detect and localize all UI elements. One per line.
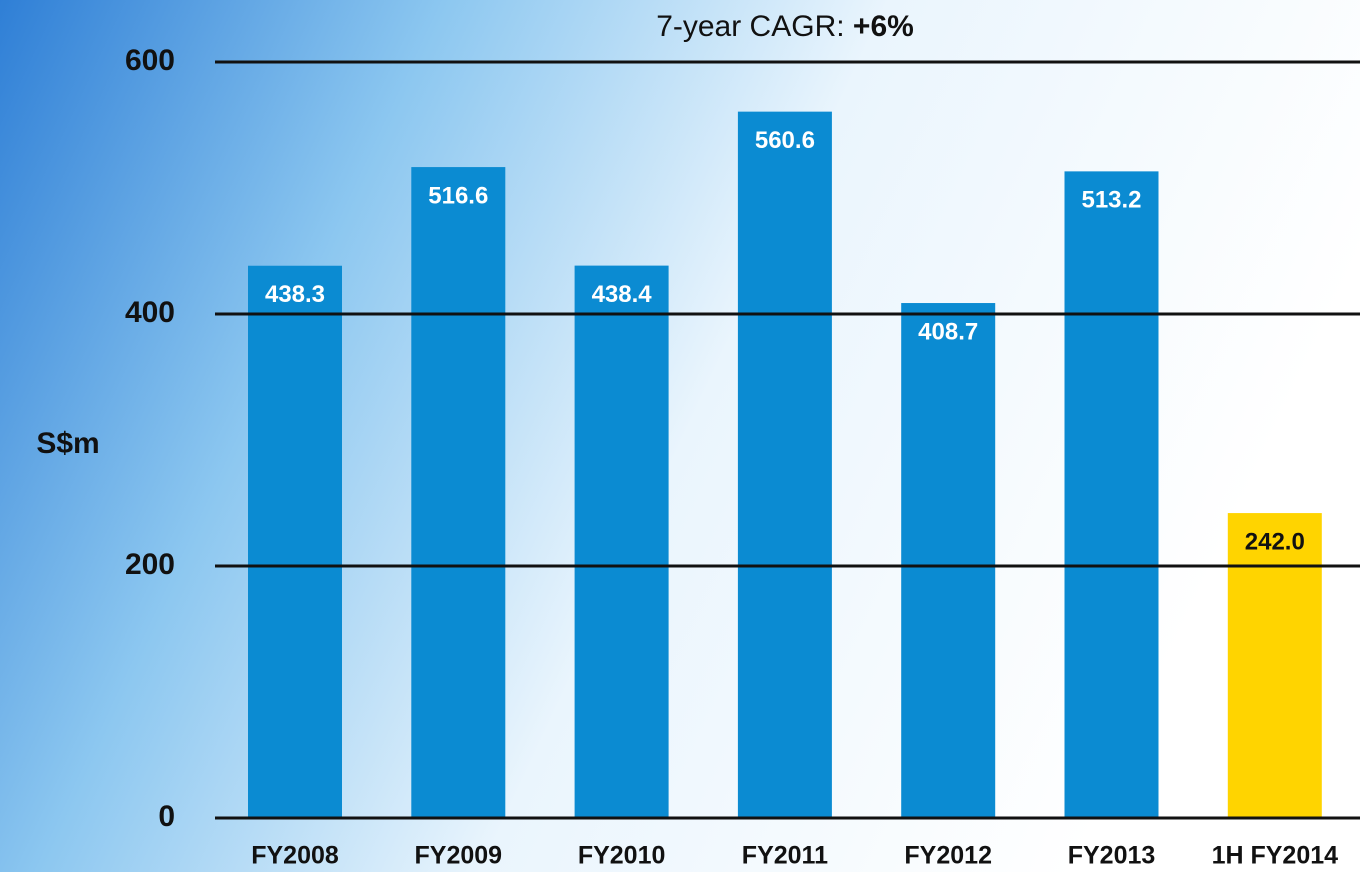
x-tick-label: FY2013 [1068, 842, 1156, 870]
bar [737, 111, 832, 819]
title-emphasis: +6% [853, 10, 914, 43]
value-label: 560.6 [755, 127, 815, 154]
bar [901, 303, 996, 819]
y-tick-label: 600 [125, 44, 175, 77]
x-tick-label: 1H FY2014 [1212, 842, 1339, 870]
x-tick-label: FY2009 [415, 842, 503, 870]
title-text: 7-year CAGR: [656, 10, 844, 43]
bar [411, 167, 506, 819]
value-label: 516.6 [428, 182, 488, 209]
bar [574, 265, 669, 819]
value-label: 438.4 [592, 281, 653, 308]
bar [1227, 513, 1322, 818]
chart-title: 7-year CAGR: +6% [656, 10, 914, 43]
y-tick-label: 0 [158, 800, 175, 833]
x-tick-label: FY2008 [251, 842, 339, 870]
x-tick-label: FY2010 [578, 842, 666, 870]
y-tick-label: 400 [125, 296, 175, 329]
bar [1064, 171, 1159, 819]
bar [248, 265, 342, 818]
x-tick-label: FY2011 [742, 842, 828, 870]
x-tick-label: FY2012 [904, 842, 992, 870]
y-axis-label: S$m [36, 427, 99, 460]
value-label: 242.0 [1245, 528, 1305, 555]
y-tick-label: 200 [125, 548, 175, 581]
value-label: 408.7 [918, 318, 978, 345]
value-label: 513.2 [1081, 187, 1141, 214]
value-label: 438.3 [265, 281, 325, 308]
